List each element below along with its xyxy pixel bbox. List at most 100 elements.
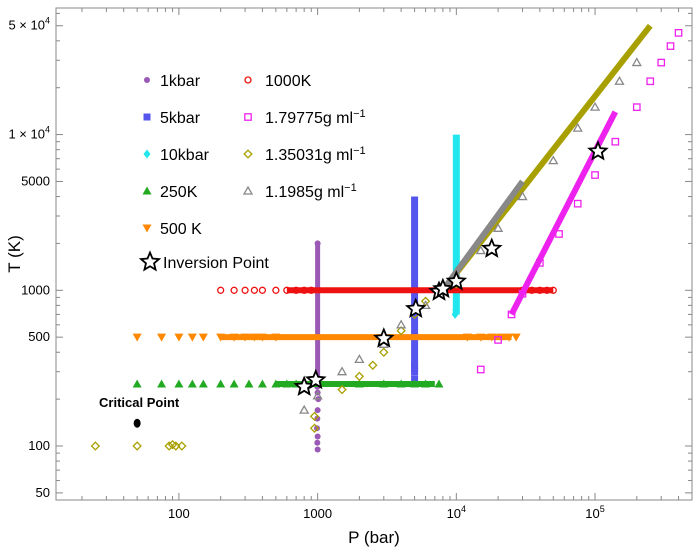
data-point [452,305,460,315]
series-dense-segment [508,110,618,316]
legend-label: Inversion Point [163,255,269,272]
legend: 1kbar 5kbar 10kbar 250K 500 K 1000K 1.79775g m… [138,73,366,272]
legend-marker [143,149,151,159]
legend-label: 500 K [160,221,202,238]
critical-point-marker [133,418,141,428]
data-point [283,286,291,294]
data-point [244,379,254,388]
data-point [396,319,407,329]
data-point [420,296,431,306]
data-point [314,425,321,432]
data-point [217,286,225,294]
data-point [271,379,281,388]
data-point [476,333,486,342]
data-point [299,404,310,414]
data-point [132,379,142,388]
legend-label: 1.1985g ml−1 [265,182,357,201]
data-point [307,286,315,294]
legend-entry-1000k: 1000K [244,73,312,90]
data-point [420,300,431,310]
data-point [410,379,420,388]
data-point [304,368,327,390]
data-point [657,58,666,67]
data-point [445,270,468,291]
data-point [368,360,378,370]
y-axis-title: T (K) [5,235,24,272]
data-point [507,310,516,319]
y-tick-label: 1 × 104 [8,125,50,142]
data-point [631,57,642,67]
legend-entry-10kbar: 10kbar [143,147,210,164]
y-tick-label: 100 [28,438,50,453]
data-point [282,379,292,388]
data-point [354,379,364,388]
data-point [549,286,557,294]
data-point [171,441,181,451]
data-point [258,286,267,294]
legend-marker [143,113,151,121]
data-point [229,379,239,388]
data-point [132,333,142,342]
data-point [354,371,365,382]
data-point [614,75,625,85]
data-point [272,286,280,294]
plot-frame [55,7,693,501]
data-point [241,286,249,294]
data-point [373,327,395,348]
data-point [589,101,601,111]
data-point [249,333,259,342]
data-point [177,441,187,451]
data-point [314,415,321,422]
data-point [487,333,497,342]
data-point [555,230,563,238]
data-point [411,375,419,383]
legend-marker [242,185,254,195]
data-point [480,237,503,258]
legend-entry-5kbar: 5kbar [143,110,201,127]
data-point [292,286,300,294]
legend-label: 1.79775g ml−1 [265,108,366,127]
legend-marker [244,113,252,121]
legend-entry-250k: 250K [142,184,198,201]
data-point [462,333,472,342]
legend-label: 250K [160,184,198,201]
data-point [157,333,167,342]
data-point [300,286,308,294]
data-point [336,366,348,376]
legend-marker [142,186,152,195]
data-point [309,423,320,433]
y-tick-label: 1000 [21,282,50,297]
axis-layer: 100 1000 104 105 50 100 500 1000 5000 1 × 104 5 × … [8,8,693,521]
legend-entry-1-35031g-ml: 1.35031g ml−1 [243,145,366,164]
data-point [309,411,320,422]
data-point [475,245,486,255]
y-tick-label: 500 [28,329,50,344]
data-point [240,333,250,342]
x-axis-title: P (bar) [348,528,400,547]
data-point [518,289,527,298]
legend-entry-1-1985g-ml: 1.1985g ml−1 [242,182,357,201]
data-point [90,441,101,451]
data-point [379,379,389,388]
data-point [314,407,321,414]
data-point [314,240,321,247]
data-point [587,140,609,161]
data-point [379,347,389,357]
annotation-layer: Critical Point [99,395,180,428]
x-tick-label: 105 [585,504,604,521]
legend-marker [138,250,162,272]
data-point [157,379,167,388]
legend-marker [243,149,253,159]
data-point [591,171,599,179]
y-tick-label: 5 × 104 [8,16,50,33]
data-point [535,259,544,267]
series-250k [132,379,444,388]
data-point [271,333,281,342]
data-point [164,441,174,451]
data-point [216,333,226,342]
critical-point-label: Critical Point [99,395,180,410]
data-point [404,297,427,319]
data-point [187,333,197,342]
data-point [572,122,583,132]
